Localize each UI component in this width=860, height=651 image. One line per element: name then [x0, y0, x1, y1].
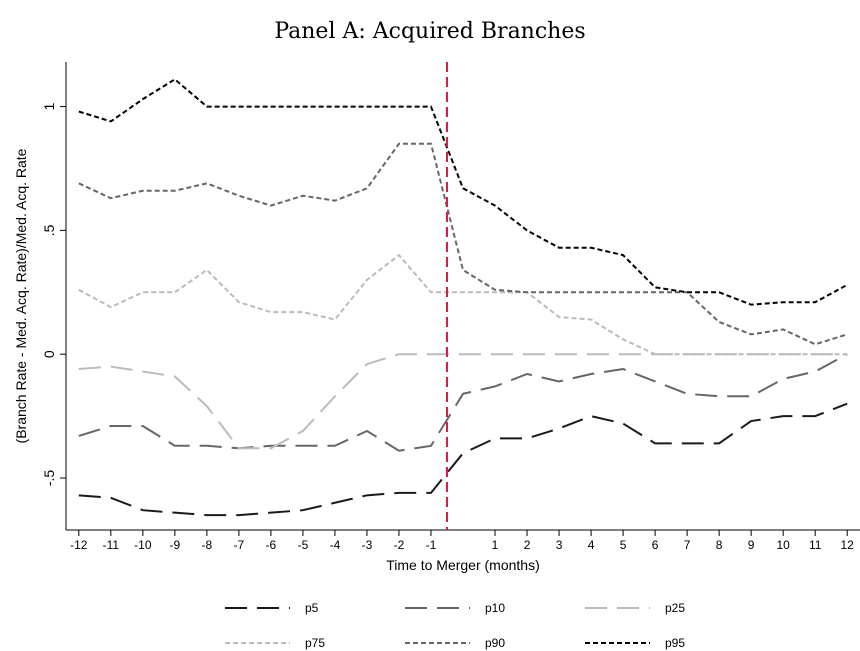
x-tick-label: 2 [524, 538, 531, 552]
x-tick-label: -12 [70, 538, 88, 552]
x-tick-label: -11 [103, 538, 120, 552]
x-tick-label: -7 [234, 538, 245, 552]
x-axis-label: Time to Merger (months) [386, 557, 540, 573]
y-tick-label: 1 [41, 102, 57, 110]
x-tick-label: 4 [588, 538, 595, 552]
x-tick-label: 11 [809, 538, 822, 552]
legend-label: p90 [485, 636, 505, 650]
x-tick-label: 1 [492, 538, 499, 552]
y-axis-label: (Branch Rate - Med. Acq. Rate)/Med. Acq.… [13, 148, 29, 443]
x-tick-label: -8 [202, 538, 213, 552]
x-tick-label: -1 [426, 538, 437, 552]
legend-label: p10 [485, 601, 505, 615]
series-line [78, 78, 848, 306]
x-tick-label: -9 [170, 538, 181, 552]
legend-label: p75 [305, 636, 325, 650]
x-tick-label: -6 [266, 538, 277, 552]
x-tick-label: -2 [394, 538, 405, 552]
x-tick-label: 10 [776, 538, 790, 552]
legend-label: p95 [665, 636, 685, 650]
x-tick-label: 12 [841, 538, 855, 552]
x-tick-label: -4 [330, 538, 341, 552]
x-tick-label: 3 [556, 538, 563, 552]
x-tick-label: 8 [716, 538, 723, 552]
x-tick-label: 7 [684, 538, 691, 552]
x-tick-label: -5 [298, 538, 309, 552]
x-tick-label: 6 [652, 538, 659, 552]
series-line [78, 402, 848, 517]
y-tick-label: .5 [41, 224, 57, 236]
y-tick-label: 0 [41, 350, 57, 358]
series-line [78, 353, 848, 452]
x-tick-label: -3 [362, 538, 373, 552]
legend-label: p5 [305, 601, 319, 615]
series-line [78, 253, 848, 356]
x-tick-label: 5 [620, 538, 627, 552]
series-line [78, 142, 848, 346]
y-tick-label: -.5 [41, 470, 57, 487]
chart-title: Panel A: Acquired Branches [274, 19, 585, 44]
x-tick-label: 9 [748, 538, 755, 552]
legend-label: p25 [665, 601, 685, 615]
x-tick-label: -10 [134, 538, 152, 552]
